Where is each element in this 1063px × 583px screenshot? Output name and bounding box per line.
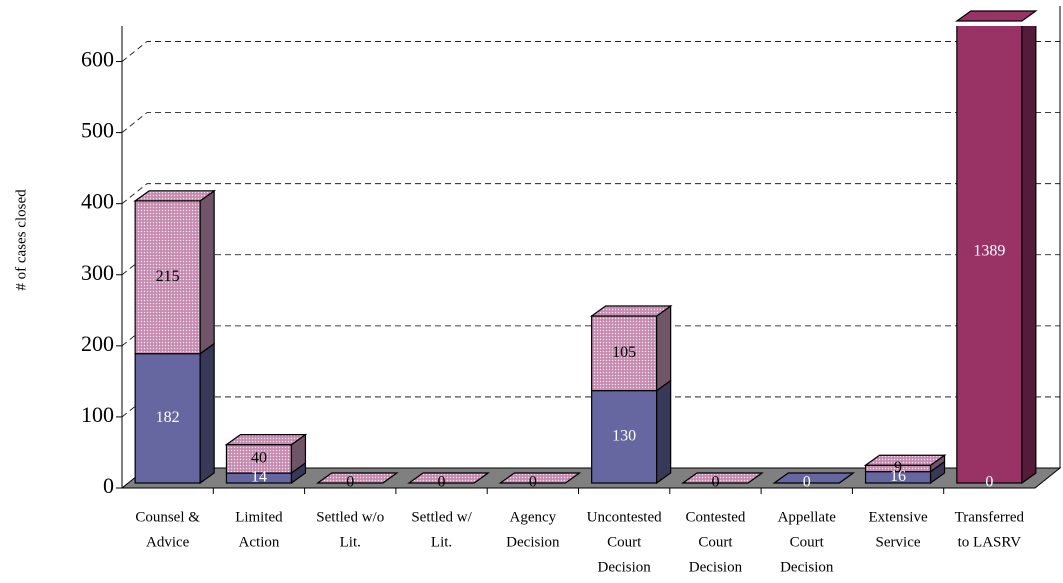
x-tick-label: Limited — [235, 509, 283, 525]
bar-top — [681, 472, 764, 484]
value-label: 0 — [711, 474, 719, 491]
x-tick-label: Lit. — [340, 534, 361, 550]
bar-top — [954, 10, 1038, 22]
value-label: 14 — [251, 469, 267, 486]
bar-top — [498, 472, 582, 484]
value-label: 0 — [438, 474, 446, 491]
y-tick-label: 400 — [81, 189, 114, 214]
y-tick-label: 500 — [81, 118, 114, 143]
bar-side — [656, 304, 672, 392]
bar-top — [133, 190, 217, 202]
grid-line — [121, 112, 1060, 133]
y-tick-label: 0 — [103, 473, 114, 498]
bar-top — [772, 472, 856, 484]
bars — [134, 26, 1037, 485]
bar-top — [224, 434, 308, 446]
value-label: 130 — [612, 427, 636, 444]
grid-line — [121, 183, 1060, 205]
value-label: 16 — [890, 468, 906, 485]
y-tick-label: 300 — [81, 260, 114, 285]
value-label: 182 — [156, 409, 180, 426]
x-tick-label: Counsel & — [135, 509, 200, 525]
value-label: 40 — [251, 450, 267, 467]
x-tick-label: Uncontested — [587, 509, 662, 525]
bar-side — [199, 189, 215, 355]
x-tick-label: Decision — [780, 559, 834, 575]
x-tick-label: Transferred — [955, 509, 1025, 525]
bar-segment — [591, 315, 658, 392]
x-tick-label: Extensive — [868, 509, 927, 525]
bar-side — [656, 379, 672, 485]
x-tick-label: Decision — [506, 534, 560, 550]
x-tick-label: Decision — [597, 559, 651, 575]
x-tick-label: to LASRV — [958, 534, 1022, 550]
x-tick-label: Lit. — [431, 534, 452, 550]
x-tick-label: Court — [698, 534, 733, 550]
bar-segment — [956, 26, 1023, 484]
x-tick-label: Contested — [685, 509, 745, 525]
y-tick-label: 600 — [81, 47, 114, 72]
bar-top — [863, 454, 947, 466]
bar-top — [589, 305, 673, 317]
value-label: 105 — [612, 344, 636, 361]
x-tick-label: Court — [607, 534, 642, 550]
value-label: 0 — [529, 474, 537, 491]
bar-top — [315, 472, 399, 484]
grid-line — [121, 254, 1060, 276]
grid-line — [121, 41, 1060, 62]
value-label: 9 — [894, 459, 902, 476]
value-label: 0 — [346, 474, 354, 491]
x-tick-label: Settled w/ — [411, 509, 472, 525]
bar-side — [1021, 26, 1037, 485]
value-label: 0 — [985, 474, 993, 491]
y-tick-label: 200 — [81, 331, 114, 356]
y-axis-label: # of cases closed — [13, 189, 29, 291]
x-tick-label: Decision — [689, 559, 743, 575]
x-tick-label: Court — [790, 534, 825, 550]
x-tick-label: Service — [876, 534, 921, 550]
grid-line — [121, 325, 1060, 347]
value-label: 215 — [156, 268, 180, 285]
y-tick-label: 100 — [81, 402, 114, 427]
bar-top — [407, 472, 490, 484]
grid-line — [121, 396, 1060, 418]
x-tick-label: Advice — [146, 534, 190, 550]
value-label: 0 — [803, 474, 811, 491]
x-tick-label: Appellate — [778, 509, 837, 525]
x-tick-label: Agency — [510, 509, 557, 525]
value-label: 1389 — [973, 243, 1005, 260]
x-tick-label: Action — [239, 534, 280, 550]
bar-side — [199, 342, 215, 485]
x-tick-label: Settled w/o — [316, 509, 384, 525]
